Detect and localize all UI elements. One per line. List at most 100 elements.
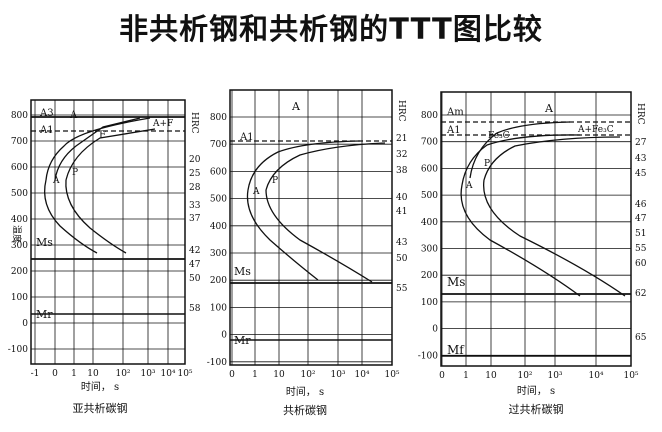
hrc-value-label: 47 [189,260,201,270]
hrc-value-label: 47 [635,214,647,224]
ms-label: Ms [234,265,251,278]
austenite-label: A [544,102,554,115]
y-tick-label: 700 [210,140,227,150]
y-tick-label: 400 [210,222,227,232]
pearlite-label: P [484,159,490,169]
pearlite-start-curve-lower [246,189,319,281]
hrc-value-label: 32 [396,150,407,160]
pearlite-finish-curve-upper [265,142,386,191]
ferrite-label: F [99,130,106,141]
y-tick-label: 600 [421,164,438,174]
x-axis-label: 时间， s [81,380,119,393]
diagram-caption: 共析碳钢 [283,403,327,417]
hrc-value-label: 55 [635,244,647,254]
austenite-cementite-label: A+Fe₃C [577,125,614,135]
hrc-value-label: 37 [189,214,201,224]
y-tick-label: 800 [210,113,227,123]
mf-label: Mf [447,343,465,357]
y-tick-label: 800 [11,111,28,121]
austenite-nose-label: A [465,181,473,191]
y-tick-label: 700 [11,137,28,147]
y-tick-label: 300 [11,241,28,251]
hrc-axis-label: HRC [189,112,199,134]
hrc-value-label: 28 [189,183,201,193]
pearlite-start-curve-upper [461,134,581,186]
y-tick-label: 400 [11,215,28,225]
hrc-value-label: 50 [396,254,408,264]
hrc-value-label: 51 [635,229,646,239]
ms-label: Ms [447,275,465,289]
pearlite-label: P [72,168,78,178]
pearlite-start-curve-upper [247,140,361,191]
hrc-value-label: 21 [396,134,407,144]
x-tick-label: 0 [229,370,235,380]
y-tick-label: 500 [11,189,28,199]
y-tick-label: -100 [8,345,28,355]
hrc-value-label: 41 [396,207,407,217]
x-axis-label: 时间， s [286,385,324,398]
x-axis-label: 时间， s [517,384,555,397]
y-tick-label: -100 [418,351,438,361]
hrc-value-label: 27 [635,138,647,148]
a1-label: A1 [239,132,254,143]
x-tick-label: 1 [463,371,469,381]
a1-label: A1 [39,125,54,136]
y-tick-label: 0 [432,325,438,335]
y-tick-label: 200 [421,271,438,281]
x-tick-label: 10⁴ [354,370,369,380]
y-axis-label: 温度 [11,225,23,243]
pearlite-start-curve-lower [460,184,581,297]
austenite-label: A [291,100,301,113]
pearlite-start-curve-upper [45,117,151,181]
x-tick-label: 10 [485,371,497,381]
ferrite-start-curve [54,117,141,181]
x-tick-label: 10² [300,370,315,380]
x-tick-label: 0 [52,369,58,379]
x-tick-label: -1 [31,369,40,379]
austenite-nose-label: A [52,176,60,186]
austenite-label: A [69,110,78,121]
plot-frame [229,89,393,366]
pearlite-start-curve-lower [43,179,98,254]
y-tick-label: 800 [421,111,438,121]
pearlite-finish-curve-upper [65,128,156,181]
hrc-value-label: 25 [189,169,201,179]
hrc-value-label: 42 [189,246,200,256]
hrc-axis-label: HRC [635,103,645,125]
hrc-value-label: 62 [635,289,646,299]
y-tick-label: 300 [210,249,227,259]
y-tick-label: 100 [210,303,227,313]
pearlite-finish-curve-lower [65,179,127,254]
hrc-axis-label: HRC [396,100,406,122]
y-tick-label: 600 [11,163,28,173]
pearlite-finish-curve-upper [483,136,621,181]
y-tick-label: 200 [210,276,227,286]
y-tick-label: 400 [421,218,438,228]
hrc-value-label: 20 [189,155,201,165]
hrc-value-label: 50 [189,274,201,284]
hrc-value-label: 55 [396,284,408,294]
diagram-caption: 亚共析碳钢 [73,401,128,415]
mf-label: Mr [36,308,53,321]
y-tick-label: -100 [207,358,227,368]
cementite-label: Fe₃C [488,131,510,141]
hrc-value-label: 45 [635,169,647,179]
hrc-value-label: 33 [189,201,201,211]
y-tick-label: 100 [11,293,28,303]
page-title: 非共析钢和共析钢的TTT图比较 [119,12,543,46]
am-label: Am [446,107,464,118]
pearlite-finish-curve-lower [483,179,626,297]
diagram-caption: 过共析碳钢 [509,402,564,416]
y-tick-label: 200 [11,267,28,277]
y-tick-label: 500 [421,191,438,201]
hrc-value-label: 38 [396,166,408,176]
hrc-value-label: 40 [396,193,408,203]
x-tick-label: 0 [439,371,445,381]
x-tick-label: 10² [115,369,130,379]
x-tick-label: 10³ [330,370,345,380]
y-tick-label: 0 [22,319,28,329]
x-tick-label: 10³ [140,369,155,379]
plot-frame [30,99,186,365]
